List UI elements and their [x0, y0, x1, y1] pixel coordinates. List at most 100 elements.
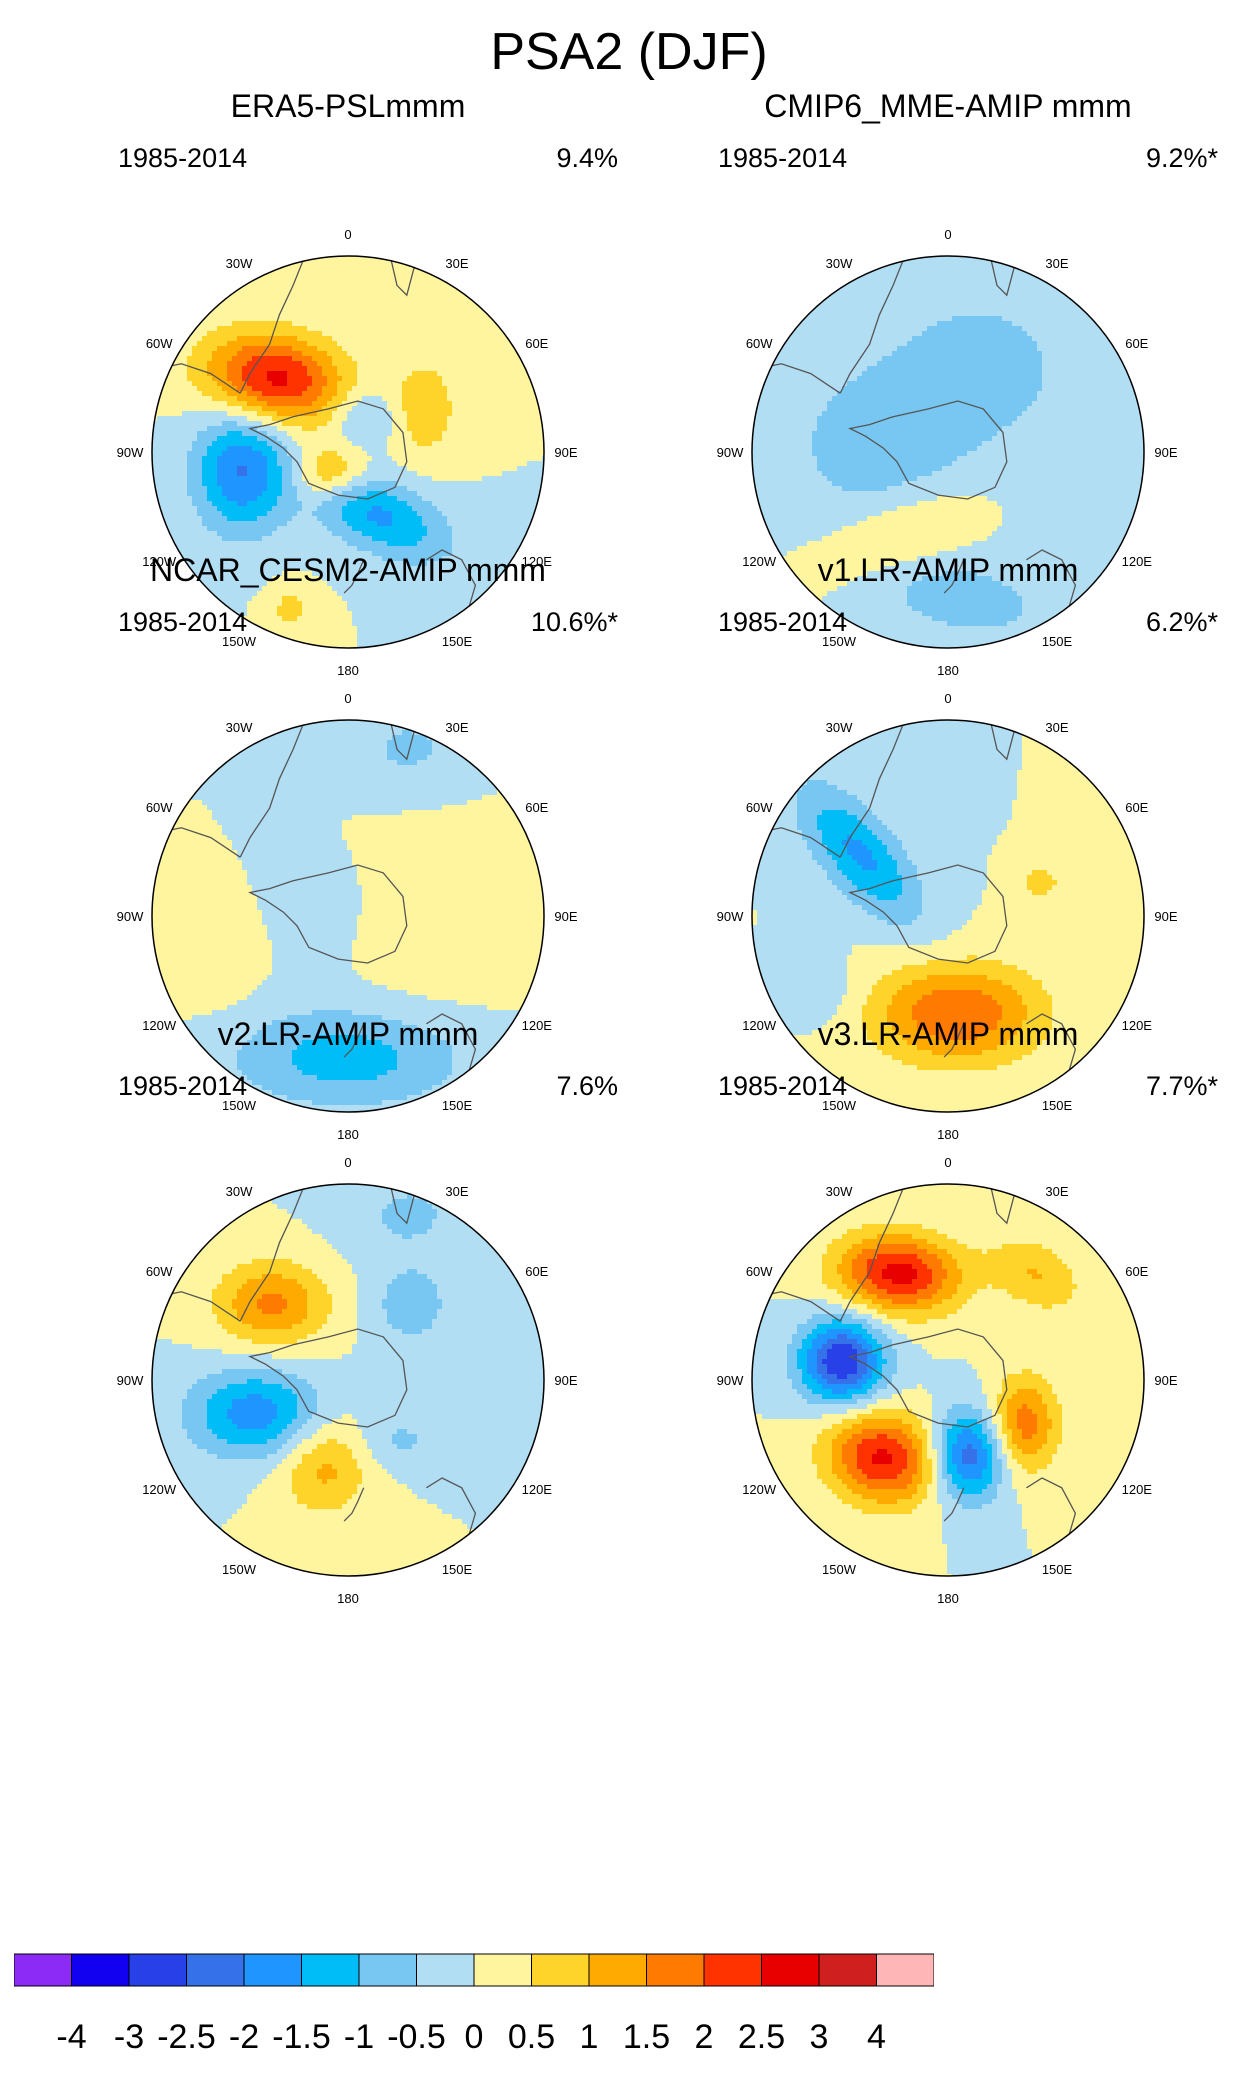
- colorbar-box: [531, 1953, 590, 1987]
- map-boundary: [151, 719, 545, 1113]
- panel-percent: 10.6%*: [531, 607, 618, 638]
- longitude-label: 90E: [554, 1373, 577, 1388]
- longitude-label: 90W: [717, 909, 744, 924]
- longitude-label: 90E: [1154, 1373, 1177, 1388]
- longitude-label: 90E: [1154, 445, 1177, 460]
- longitude-label: 60E: [1125, 336, 1148, 351]
- colorbar-box: [703, 1953, 762, 1987]
- longitude-label: 150W: [222, 1562, 257, 1577]
- panel-period: 1985-2014: [118, 607, 247, 638]
- longitude-label: 30E: [445, 1184, 468, 1199]
- longitude-label: 150E: [1042, 1562, 1073, 1577]
- polar-map: 0 30E 60E 90E 120E 150E 180 150W 120W 90W 60W 30W: [717, 691, 1178, 1142]
- anomaly-field: [752, 256, 1144, 648]
- longitude-label: 150E: [1042, 1098, 1073, 1113]
- longitude-label: 60W: [746, 1264, 773, 1279]
- panel-percent: 6.2%*: [1146, 607, 1218, 638]
- longitude-label: 60W: [146, 336, 173, 351]
- longitude-label: 60E: [525, 800, 548, 815]
- longitude-label: 60E: [1125, 1264, 1148, 1279]
- longitude-label: 180: [937, 663, 959, 678]
- anomaly-field: [152, 256, 544, 648]
- panel-percent: 9.2%*: [1146, 143, 1218, 174]
- panel-percent: 7.6%: [556, 1071, 618, 1102]
- longitude-label: 120E: [1122, 1482, 1153, 1497]
- colorbar-box: [128, 1953, 187, 1987]
- longitude-label: 30W: [826, 720, 853, 735]
- map-boundary: [151, 1183, 545, 1577]
- longitude-label: 120W: [742, 1018, 777, 1033]
- colorbar-box: [358, 1953, 417, 1987]
- longitude-label: 90E: [554, 445, 577, 460]
- longitude-label: 90W: [717, 1373, 744, 1388]
- longitude-label: 120E: [522, 1482, 553, 1497]
- longitude-label: 180: [337, 1591, 359, 1606]
- longitude-label: 0: [344, 227, 351, 242]
- longitude-label: 120W: [742, 1482, 777, 1497]
- longitude-label: 0: [344, 691, 351, 706]
- longitude-label: 120E: [522, 554, 553, 569]
- longitude-label: 30E: [445, 256, 468, 271]
- longitude-label: 150E: [442, 634, 473, 649]
- panel-period: 1985-2014: [118, 143, 247, 174]
- colorbar-box: [473, 1953, 532, 1987]
- colorbar-tick-label: -1.5: [262, 2018, 342, 2057]
- longitude-label: 120W: [742, 554, 777, 569]
- longitude-label: 0: [944, 227, 951, 242]
- longitude-label: 180: [937, 1127, 959, 1142]
- longitude-label: 150W: [822, 1562, 857, 1577]
- longitude-label: 150W: [822, 1098, 857, 1113]
- longitude-label: 30E: [1045, 256, 1068, 271]
- colorbar-box: [646, 1953, 705, 1987]
- map-panel: 0 30E 60E 90E 120E 150E 180 150W 120W 90W 60W 30W CM…: [648, 88, 1248, 708]
- longitude-label: 0: [944, 691, 951, 706]
- colorbar-tick-label: 2: [664, 2018, 744, 2057]
- longitude-label: 30W: [226, 720, 253, 735]
- longitude-label: 30W: [226, 1184, 253, 1199]
- polar-map: 0 30E 60E 90E 120E 150E 180 150W 120W 90W 60W 30W: [117, 691, 578, 1142]
- longitude-label: 0: [944, 1155, 951, 1170]
- panel-title: ERA5-PSLmmm: [48, 88, 648, 125]
- colorbar-box: [588, 1953, 647, 1987]
- longitude-label: 60W: [746, 336, 773, 351]
- colorbar-box: [761, 1953, 820, 1987]
- longitude-label: 30E: [1045, 720, 1068, 735]
- panel-title: NCAR_CESM2-AMIP mmm: [48, 552, 648, 589]
- colorbar-tick-label: 2.5: [722, 2018, 802, 2057]
- longitude-label: 150W: [222, 634, 257, 649]
- colorbar-box: [818, 1953, 877, 1987]
- colorbar-box: [14, 1953, 72, 1987]
- colorbar-box: [301, 1953, 360, 1987]
- longitude-label: 90E: [554, 909, 577, 924]
- panel-title: CMIP6_MME-AMIP mmm: [648, 88, 1248, 125]
- longitude-label: 180: [937, 1591, 959, 1606]
- colorbar-tick-label: 3: [779, 2018, 859, 2057]
- longitude-label: 60E: [525, 336, 548, 351]
- map-boundary: [751, 1183, 1145, 1577]
- colorbar-box: [416, 1953, 475, 1987]
- polar-map: 0 30E 60E 90E 120E 150E 180 150W 120W 90W 60W 30W: [117, 227, 578, 678]
- longitude-label: 150W: [222, 1098, 257, 1113]
- longitude-label: 120E: [1122, 1018, 1153, 1033]
- longitude-label: 90W: [717, 445, 744, 460]
- map-boundary: [751, 719, 1145, 1113]
- longitude-label: 120E: [1122, 554, 1153, 569]
- longitude-label: 150E: [442, 1562, 473, 1577]
- longitude-label: 30W: [826, 256, 853, 271]
- anomaly-field: [752, 1184, 1144, 1576]
- polar-map: 0 30E 60E 90E 120E 150E 180 150W 120W 90W 60W 30W: [717, 227, 1178, 678]
- longitude-label: 30W: [826, 1184, 853, 1199]
- longitude-label: 90E: [1154, 909, 1177, 924]
- longitude-label: 60W: [146, 800, 173, 815]
- panel-period: 1985-2014: [118, 1071, 247, 1102]
- longitude-label: 120W: [142, 1018, 177, 1033]
- map-panel: 0 30E 60E 90E 120E 150E 180 150W 120W 90W 60W 30W v2…: [48, 1016, 648, 1636]
- longitude-label: 30E: [1045, 1184, 1068, 1199]
- colorbar-tick-label: 0.5: [492, 2018, 572, 2057]
- colorbar-tick-label: 1: [549, 2018, 629, 2057]
- longitude-label: 30W: [226, 256, 253, 271]
- longitude-label: 60W: [146, 1264, 173, 1279]
- longitude-label: 120W: [142, 554, 177, 569]
- colorbar-tick-label: 1.5: [607, 2018, 687, 2057]
- panel-percent: 7.7%*: [1146, 1071, 1218, 1102]
